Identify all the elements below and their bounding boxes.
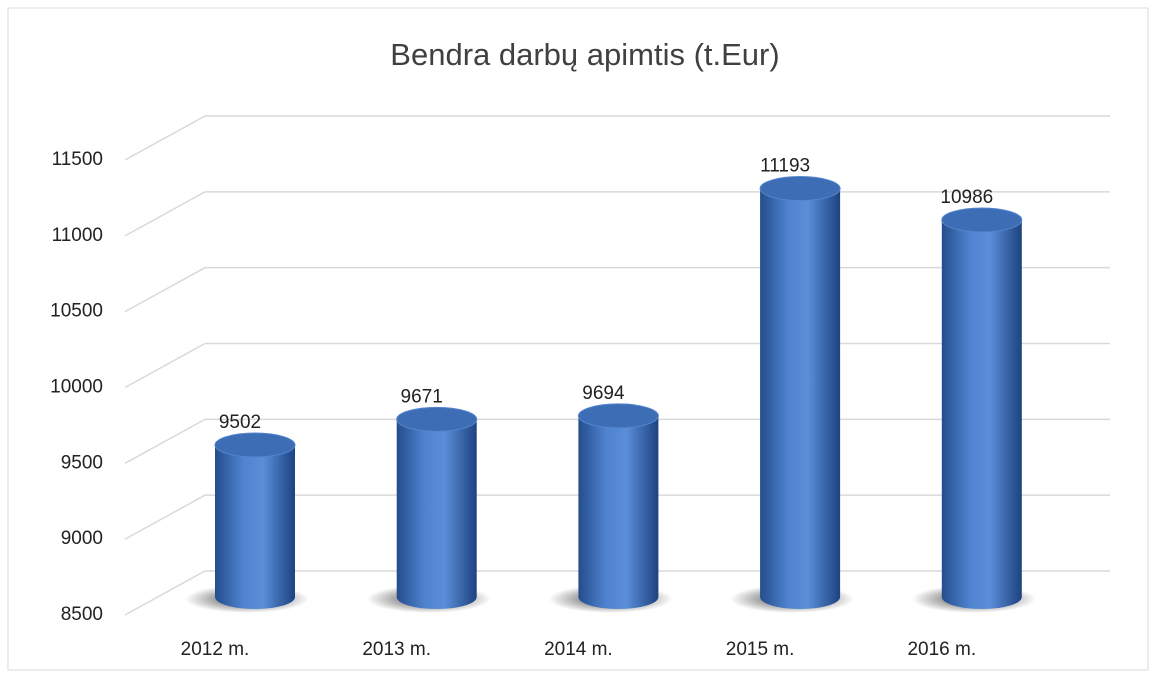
grid-line bbox=[124, 115, 1110, 161]
data-label: 11193 bbox=[760, 156, 810, 177]
y-tick-label: 8500 bbox=[61, 604, 103, 625]
data-label: 9502 bbox=[219, 412, 261, 433]
bar bbox=[215, 445, 295, 609]
y-tick-label: 9000 bbox=[61, 528, 103, 549]
bar bbox=[941, 219, 1022, 609]
x-tick-label: 2014 m. bbox=[544, 639, 613, 660]
y-tick-label: 11000 bbox=[52, 225, 103, 246]
bar bbox=[396, 419, 477, 609]
x-tick-label: 2015 m. bbox=[726, 639, 795, 660]
bar-top bbox=[941, 207, 1023, 233]
data-label: 9671 bbox=[401, 386, 443, 407]
bar bbox=[578, 415, 659, 609]
bar bbox=[760, 188, 841, 610]
bar-top bbox=[577, 403, 659, 429]
y-tick-label: 10000 bbox=[50, 377, 103, 398]
x-tick-label: 2012 m. bbox=[181, 639, 250, 660]
bar-top bbox=[396, 406, 478, 432]
bar-top bbox=[214, 432, 296, 458]
x-tick-label: 2013 m. bbox=[362, 639, 431, 660]
y-tick-label: 10500 bbox=[50, 301, 103, 322]
y-tick-label: 11500 bbox=[52, 149, 103, 170]
data-label: 10986 bbox=[940, 187, 993, 208]
y-tick-label: 9500 bbox=[61, 452, 103, 473]
data-label: 9694 bbox=[582, 383, 625, 404]
bar-top bbox=[759, 176, 841, 202]
x-tick-label: 2016 m. bbox=[907, 639, 976, 660]
chart-title: Bendra darbų apimtis (t.Eur) bbox=[390, 37, 779, 72]
